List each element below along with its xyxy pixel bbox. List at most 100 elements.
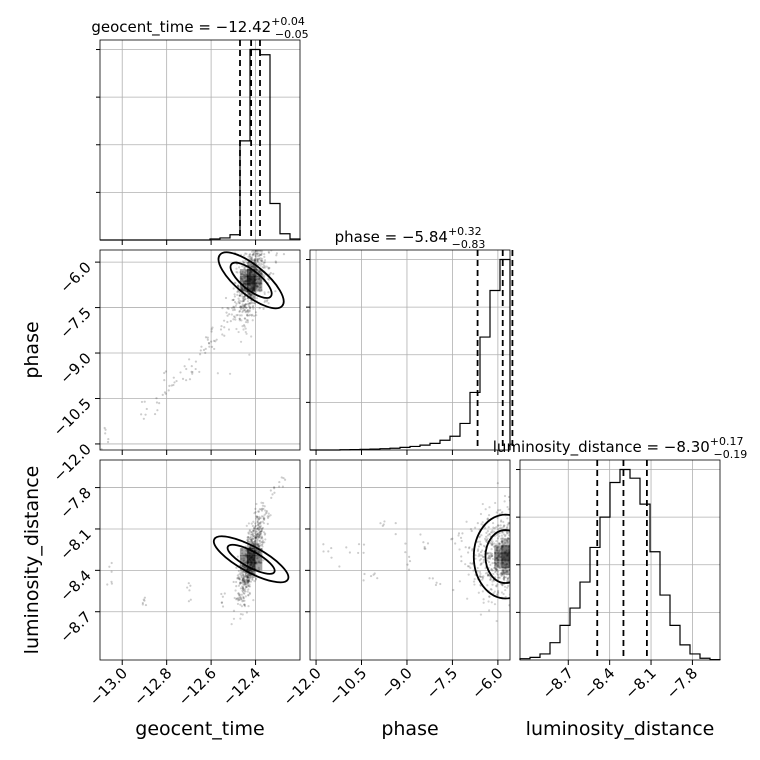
sample-point (255, 562, 258, 565)
sample-point (512, 532, 514, 534)
sample-point (243, 305, 247, 308)
sample-point (466, 565, 470, 568)
sample-point (236, 290, 239, 294)
y-grid (100, 261, 300, 445)
sample-point (543, 570, 545, 572)
sample-point (482, 558, 485, 562)
sample-point (240, 571, 244, 575)
sample-point (247, 576, 250, 580)
sample-point (245, 576, 248, 579)
sample-point (261, 257, 264, 260)
sample-point (521, 540, 523, 542)
sample-point (250, 264, 253, 267)
sample-point (248, 574, 251, 577)
sample-point (260, 536, 264, 539)
sample-point (263, 255, 266, 258)
sample-point (501, 531, 504, 534)
sample-point (262, 261, 265, 264)
sample-point (194, 367, 197, 371)
sample-point (256, 535, 259, 538)
sample-point (532, 541, 534, 543)
sample-point (481, 578, 484, 581)
sample-point (482, 601, 485, 604)
sample-point (540, 573, 542, 575)
sample-point (236, 284, 239, 288)
sample-point (257, 281, 260, 285)
sample-point (262, 522, 266, 525)
sample-point (233, 308, 236, 312)
sample-point (258, 244, 260, 246)
sample-point (272, 272, 275, 275)
sample-point (477, 555, 480, 558)
sample-point (254, 542, 257, 545)
sample-point (252, 267, 256, 270)
sample-point (488, 555, 491, 558)
sample-point (237, 285, 241, 288)
sample-point (528, 586, 530, 588)
sample-point (500, 574, 503, 578)
sample-point (241, 587, 244, 590)
hist-grid (310, 259, 510, 403)
sample-point (220, 601, 223, 604)
sample-point (245, 560, 248, 563)
sample-point (243, 599, 246, 602)
sample-point (485, 540, 488, 543)
sample-point (486, 517, 489, 520)
sample-point (252, 266, 256, 270)
sample-point (501, 574, 504, 577)
sample-point (261, 507, 264, 510)
sample-point (258, 539, 262, 542)
sample-point (261, 265, 264, 269)
sample-point (527, 575, 529, 577)
sample-point (244, 306, 248, 309)
sample-point (259, 282, 263, 285)
sample-point (503, 585, 507, 588)
sample-point (269, 514, 272, 517)
sample-point (258, 533, 261, 537)
sample-point (254, 267, 258, 270)
sample-point (252, 526, 256, 530)
sample-point (255, 561, 258, 564)
sample-point (242, 587, 245, 590)
sample-point (247, 605, 250, 608)
contour-outer (217, 251, 285, 310)
sample-point (487, 514, 491, 517)
title-phase-sup: +0.32 (448, 225, 482, 238)
sample-point (536, 562, 538, 564)
sample-point (540, 571, 542, 573)
sample-point (247, 584, 250, 588)
sample-point (246, 303, 249, 306)
sample-point (520, 519, 522, 521)
sample-point (243, 295, 246, 298)
sample-point (373, 572, 376, 575)
sample-point (511, 506, 513, 508)
sample-point (241, 297, 245, 300)
sample-point (252, 314, 256, 318)
sample-point (530, 545, 532, 547)
panel-luminosity-distance-vs-geocent-time: −13.0 −12.8 −12.6 −12.4−8.7−8.4−8.1−7.8 (56, 459, 301, 709)
sample-point (210, 345, 214, 348)
sample-point (246, 309, 249, 312)
sample-point (253, 259, 256, 262)
sample-point (221, 605, 225, 608)
sample-point (243, 304, 246, 308)
sample-point (257, 560, 260, 563)
sample-point (257, 230, 259, 232)
sample-point (514, 603, 516, 605)
sample-point (260, 253, 263, 257)
sample-point (239, 271, 242, 274)
sample-point (226, 314, 229, 317)
sample-point (511, 584, 513, 586)
y-tick-label: −7.8 (56, 484, 94, 522)
sample-point (242, 304, 246, 308)
sample-point (255, 542, 258, 545)
sample-point (240, 286, 244, 290)
sample-point (245, 575, 248, 578)
sample-point (250, 539, 253, 542)
sample-point (262, 307, 265, 310)
sample-point (251, 253, 254, 256)
sample-point (245, 579, 249, 582)
sample-point (228, 313, 231, 316)
sample-point (253, 259, 256, 262)
sample-point (496, 524, 499, 527)
